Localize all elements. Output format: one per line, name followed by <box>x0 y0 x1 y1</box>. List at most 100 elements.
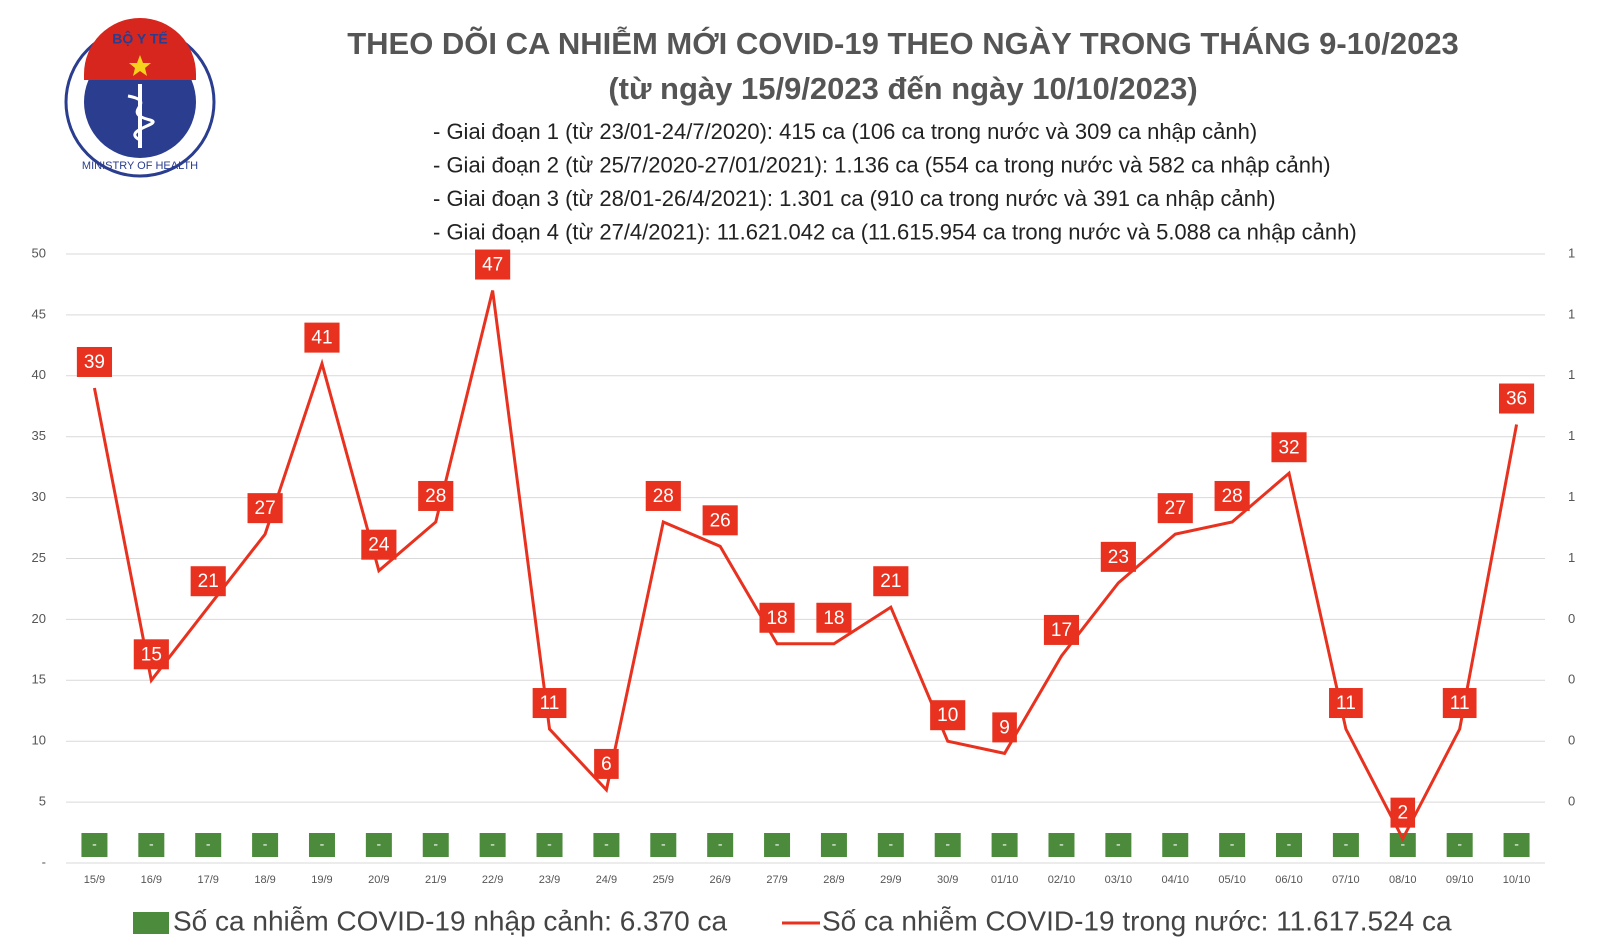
value-label-box <box>138 833 165 857</box>
value-label: - <box>604 836 609 852</box>
value-label-box <box>930 700 966 731</box>
value-label-box <box>707 833 734 857</box>
x-tick-label: 01/10 <box>991 874 1019 886</box>
y2-tick-label: 1 <box>1568 306 1575 321</box>
value-label: - <box>832 836 837 852</box>
value-label-box <box>1105 833 1132 857</box>
y2-tick-label: 1 <box>1568 550 1575 565</box>
value-label-box <box>1503 833 1530 857</box>
value-label: 10 <box>937 705 958 726</box>
y-tick-label: 35 <box>32 428 46 443</box>
value-label: 21 <box>880 571 901 592</box>
value-label: - <box>1287 836 1292 852</box>
x-tick-label: 28/9 <box>823 874 844 886</box>
value-label-box <box>877 833 904 857</box>
x-tick-label: 02/10 <box>1048 874 1076 886</box>
value-label: 11 <box>540 693 560 714</box>
x-tick-label: 22/9 <box>482 874 503 886</box>
x-tick-label: 10/10 <box>1503 874 1531 886</box>
value-label-box <box>308 833 335 857</box>
value-label: 18 <box>823 608 844 629</box>
x-tick-label: 20/9 <box>368 874 389 886</box>
value-label: - <box>1344 836 1349 852</box>
line <box>92 290 1519 842</box>
chart-subtitle: (từ ngày 15/9/2023 đến ngày 10/10/2023) <box>608 71 1197 106</box>
logo-band <box>84 18 196 80</box>
value-label: 28 <box>1222 486 1243 507</box>
value-label: - <box>320 836 325 852</box>
x-tick-label: 06/10 <box>1275 874 1303 886</box>
y-tick-label: 50 <box>32 245 46 260</box>
value-label-box <box>1157 493 1193 524</box>
note-line: - Giai đoạn 1 (từ 23/01-24/7/2020): 415 … <box>433 119 1257 144</box>
value-label-box <box>593 833 620 857</box>
value-label-box <box>1332 833 1359 857</box>
value-label: - <box>377 836 382 852</box>
value-label: 27 <box>1165 498 1186 519</box>
value-label-box <box>992 712 1017 743</box>
y-tick-label: 10 <box>32 733 46 748</box>
value-label: - <box>1116 836 1121 852</box>
value-label-box <box>247 493 283 524</box>
value-label: 11 <box>1450 693 1470 714</box>
x-tick-label: 16/9 <box>141 874 162 886</box>
logo-star <box>129 55 151 76</box>
y-tick-label: 25 <box>32 550 46 565</box>
value-label-box <box>764 833 791 857</box>
value-label-box <box>645 480 681 511</box>
y2-tick-label: 0 <box>1568 672 1575 687</box>
value-label: 2 <box>1397 803 1408 824</box>
value-label-box <box>252 833 279 857</box>
logo-top-text: BỘ Y TẾ <box>112 30 168 47</box>
value-label-box <box>304 322 340 353</box>
value-label-box <box>594 748 619 779</box>
x-tick-label: 03/10 <box>1105 874 1133 886</box>
y2-tick-label: 0 <box>1568 611 1575 626</box>
y2-tick-label: 1 <box>1568 489 1575 504</box>
value-label: - <box>775 836 780 852</box>
x-tick-label: 07/10 <box>1332 874 1360 886</box>
value-label: 27 <box>255 498 276 519</box>
value-label-box <box>365 833 392 857</box>
x-tick-label: 05/10 <box>1218 874 1246 886</box>
y2-tick-label: 1 <box>1568 428 1575 443</box>
legend-label: Số ca nhiễm COVID-19 trong nước: 11.617.… <box>822 905 1452 936</box>
x-tick-label: 21/9 <box>425 874 446 886</box>
value-label: 23 <box>1108 547 1129 568</box>
value-label: 41 <box>311 328 332 349</box>
value-label: - <box>1457 836 1462 852</box>
note-line: - Giai đoạn 3 (từ 28/01-26/4/2021): 1.30… <box>433 186 1276 211</box>
value-label-box <box>1271 432 1307 463</box>
y-tick-label: - <box>42 854 46 869</box>
legend-swatch <box>133 912 169 934</box>
value-label: 47 <box>482 255 503 276</box>
value-label-box <box>1214 480 1250 511</box>
value-label-box <box>418 480 454 511</box>
value-label-box <box>475 249 511 280</box>
value-label: 21 <box>198 571 219 592</box>
value-label: - <box>547 836 552 852</box>
value-label-box <box>361 529 397 560</box>
value-label: 15 <box>141 644 162 665</box>
note-line: - Giai đoạn 2 (từ 25/7/2020-27/01/2021):… <box>433 152 1331 177</box>
note-line: - Giai đoạn 4 (từ 27/4/2021): 11.621.042… <box>433 219 1357 244</box>
x-tick-label: 26/9 <box>709 874 730 886</box>
value-label-box <box>702 505 738 536</box>
value-label-box <box>479 833 506 857</box>
value-label: - <box>1059 836 1064 852</box>
value-label-box <box>1043 614 1080 645</box>
value-label-box <box>532 688 567 719</box>
y2-tick-label: 0 <box>1568 794 1575 809</box>
value-label: - <box>433 836 438 852</box>
value-label-box <box>1162 833 1189 857</box>
value-label: - <box>263 836 268 852</box>
value-label: - <box>1002 836 1007 852</box>
value-label-box <box>1446 833 1473 857</box>
logo: BỘ Y TẾ MINISTRY OF HEALTH <box>64 18 216 178</box>
value-label: - <box>718 836 723 852</box>
value-label-box <box>873 566 909 597</box>
x-tick-label: 23/9 <box>539 874 560 886</box>
